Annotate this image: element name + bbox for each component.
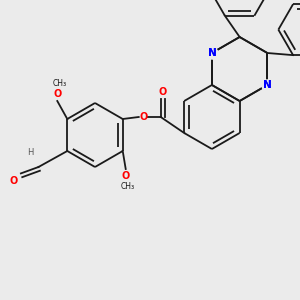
- Text: N: N: [208, 48, 216, 58]
- Text: O: O: [10, 176, 18, 186]
- Text: H: H: [27, 148, 34, 157]
- Text: CH₃: CH₃: [121, 182, 135, 191]
- Text: O: O: [140, 112, 148, 122]
- Text: N: N: [208, 48, 216, 58]
- Text: O: O: [122, 171, 130, 181]
- Text: O: O: [159, 87, 167, 97]
- Text: O: O: [53, 89, 61, 99]
- Text: N: N: [263, 80, 272, 90]
- Text: N: N: [263, 80, 272, 90]
- Text: CH₃: CH₃: [52, 79, 66, 88]
